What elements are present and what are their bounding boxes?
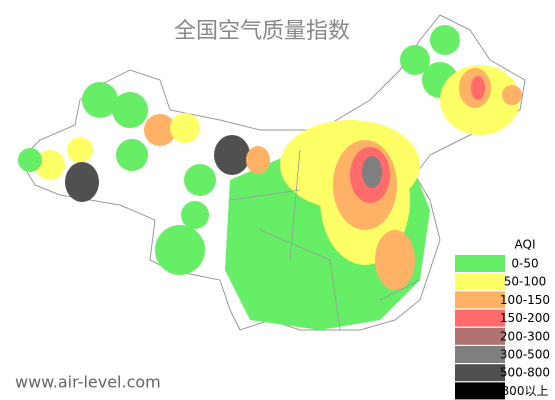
legend-label: 50-100 [504, 275, 547, 289]
footer-url: www.air-level.com [15, 373, 161, 392]
legend-label: 300-500 [500, 348, 550, 362]
legend-swatch [455, 273, 505, 291]
legend-title: AQI [515, 238, 536, 252]
legend-label: 500-800 [500, 366, 550, 380]
legend-label: 0-50 [511, 257, 538, 271]
legend-label: 100-150 [500, 293, 550, 307]
legend-swatch [455, 327, 505, 345]
legend-swatch [455, 309, 505, 327]
legend-swatch [455, 382, 505, 400]
map-title: 全国空气质量指数 [174, 19, 350, 44]
map-area [18, 14, 526, 331]
legend-swatch [455, 364, 505, 382]
legend-swatch [455, 255, 505, 272]
legend-label: 150-200 [500, 311, 550, 325]
legend-swatch [455, 291, 505, 309]
legend: AQI 0-50 50-100 100-150 150-200 200-300 300-5… [452, 233, 552, 400]
legend-label: 800以上 [502, 384, 549, 398]
legend-label: 200-300 [500, 329, 550, 343]
legend-swatch [455, 346, 505, 363]
